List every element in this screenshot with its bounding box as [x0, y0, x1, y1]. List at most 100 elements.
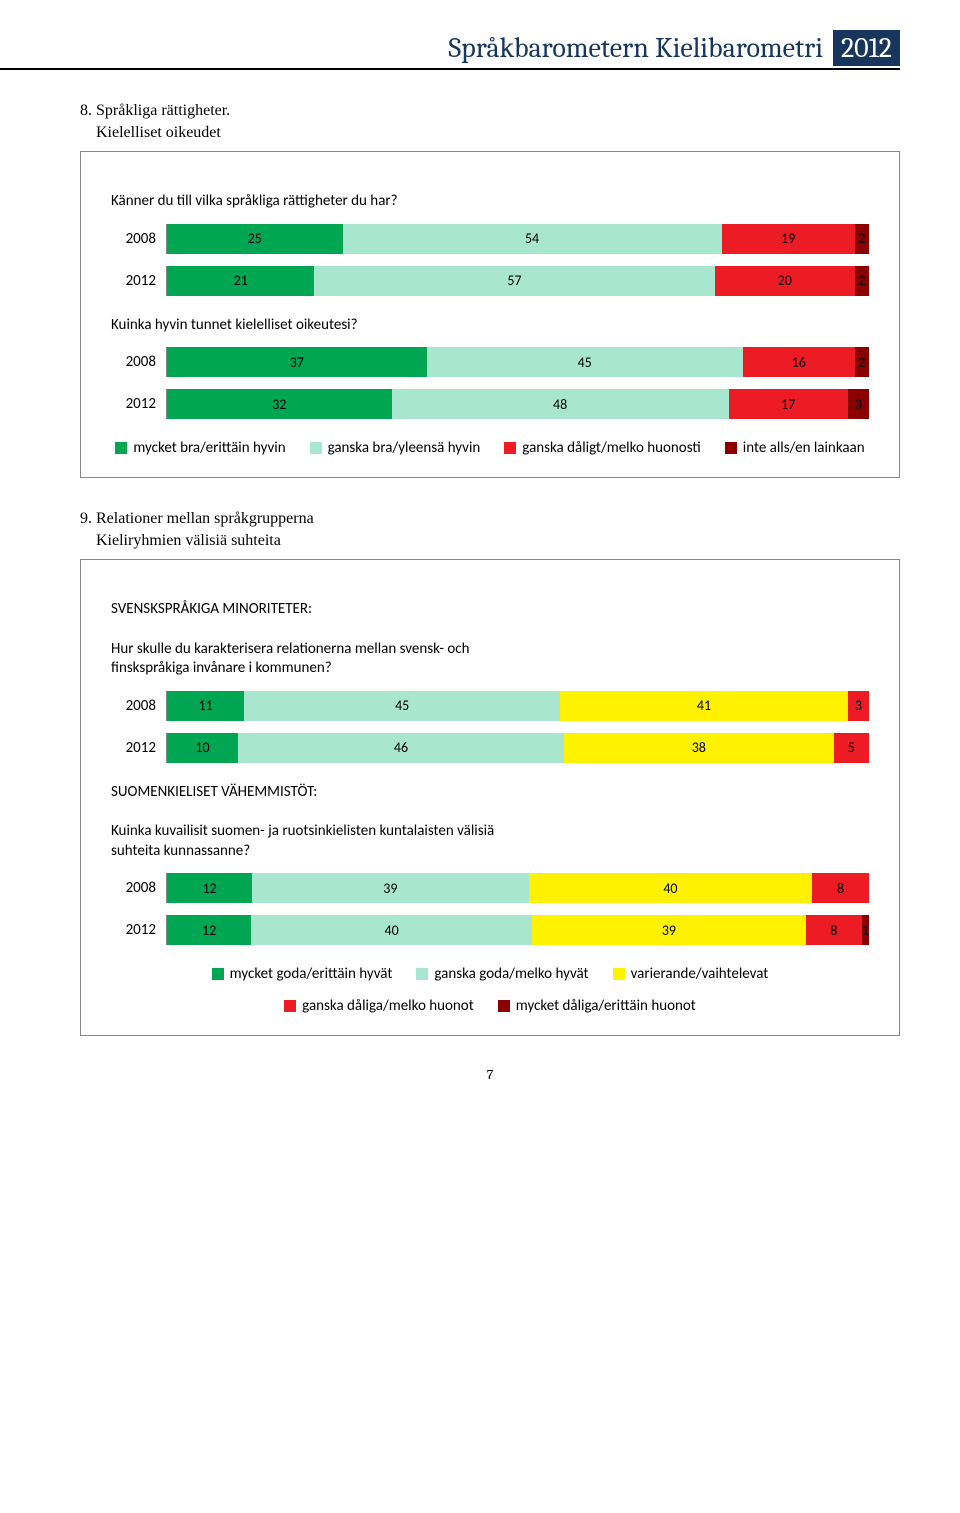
bar-year-label: 2012	[111, 739, 166, 757]
bar-row: 20123248173	[111, 389, 869, 419]
bar-row: 20082554192	[111, 224, 869, 254]
bar-segment: 48	[392, 389, 729, 419]
bar-segment: 16	[743, 347, 855, 377]
bar-segment: 2	[855, 224, 869, 254]
bar-year-label: 2012	[111, 272, 166, 290]
bar-segment: 40	[251, 915, 532, 945]
bar-row: 20081145413	[111, 691, 869, 721]
legend-label: ganska bra/yleensä hyvin	[328, 439, 481, 457]
page-number: 7	[80, 1066, 900, 1083]
section-number: 9.	[80, 510, 92, 527]
chart-2: SVENSKSPRÅKIGA MINORITETER:Hur skulle du…	[80, 559, 900, 1036]
legend-label: mycket dåliga/erittäin huonot	[516, 997, 696, 1015]
legend-swatch	[115, 442, 127, 454]
section-1-title: 8. Språkliga rättigheter. Kielelliset oi…	[80, 100, 900, 143]
legend-swatch	[725, 442, 737, 454]
legend-item: mycket goda/erittäin hyvät	[212, 965, 393, 983]
bar-segment: 25	[167, 224, 343, 254]
header-year: 2012	[833, 30, 900, 66]
bar-track: 1145413	[166, 691, 869, 721]
bar-row: 20083745162	[111, 347, 869, 377]
bar-segment: 46	[238, 733, 564, 763]
page-header: Språkbarometern Kielibarometri 2012	[0, 30, 900, 70]
legend-swatch	[613, 968, 625, 980]
legend-item: varierande/vaihtelevat	[613, 965, 769, 983]
section-2-title: 9. Relationer mellan språkgrupperna Kiel…	[80, 508, 900, 551]
section-title-sv: Språkliga rättigheter.	[96, 102, 230, 119]
bar-track: 12403981	[166, 915, 869, 945]
group-heading: SVENSKSPRÅKIGA MINORITETER:	[111, 600, 511, 620]
bar-segment: 54	[343, 224, 722, 254]
bar-segment: 20	[715, 266, 855, 296]
bar-year-label: 2008	[111, 353, 166, 371]
bar-year-label: 2012	[111, 395, 166, 413]
legend: mycket bra/erittäin hyvin ganska bra/ylee…	[111, 439, 869, 457]
bar-segment: 45	[427, 347, 743, 377]
bar-track: 1239408	[166, 873, 869, 903]
bar-segment: 40	[529, 873, 813, 903]
bar-segment: 17	[729, 389, 848, 419]
bar-segment: 8	[812, 873, 869, 903]
bar-segment: 37	[167, 347, 427, 377]
header-title: Språkbarometern Kielibarometri	[80, 32, 833, 64]
bar-year-label: 2008	[111, 230, 166, 248]
legend-label: ganska dåliga/melko huonot	[302, 997, 474, 1015]
legend-item: ganska dåliga/melko huonot	[284, 997, 474, 1015]
bar-segment: 2	[855, 347, 869, 377]
legend-swatch	[498, 1000, 510, 1012]
bar-segment: 5	[834, 733, 869, 763]
bar-segment: 12	[167, 873, 252, 903]
bar-row: 20121046385	[111, 733, 869, 763]
bar-segment: 11	[167, 691, 244, 721]
legend-label: inte alls/en lainkaan	[743, 439, 865, 457]
legend-swatch	[310, 442, 322, 454]
legend-item: mycket bra/erittäin hyvin	[115, 439, 285, 457]
bar-track: 3248173	[166, 389, 869, 419]
section-number: 8.	[80, 102, 92, 119]
legend-swatch	[284, 1000, 296, 1012]
bar-segment: 45	[244, 691, 560, 721]
bar-year-label: 2008	[111, 697, 166, 715]
legend-item: ganska bra/yleensä hyvin	[310, 439, 481, 457]
bar-segment: 41	[560, 691, 848, 721]
legend-label: ganska dåligt/melko huonosti	[522, 439, 700, 457]
group-label: Kuinka kuvailisit suomen- ja ruotsinkiel…	[111, 822, 511, 861]
bar-row: 20122157202	[111, 266, 869, 296]
bar-segment: 39	[252, 873, 529, 903]
bar-segment: 21	[167, 266, 314, 296]
legend-item: ganska goda/melko hyvät	[416, 965, 588, 983]
section-title-fi: Kieliryhmien välisiä suhteita	[96, 532, 281, 549]
bar-year-label: 2012	[111, 921, 166, 939]
bar-track: 1046385	[166, 733, 869, 763]
bar-track: 2554192	[166, 224, 869, 254]
bar-segment: 3	[848, 389, 869, 419]
bar-segment: 57	[314, 266, 714, 296]
bar-segment: 10	[167, 733, 238, 763]
legend-label: mycket bra/erittäin hyvin	[133, 439, 285, 457]
bar-segment: 3	[848, 691, 869, 721]
chart-1: Känner du till vilka språkliga rättighet…	[80, 151, 900, 478]
bar-track: 2157202	[166, 266, 869, 296]
legend-swatch	[504, 442, 516, 454]
section-title-fi: Kielelliset oikeudet	[96, 124, 221, 141]
bar-track: 3745162	[166, 347, 869, 377]
group-label: Kuinka hyvin tunnet kielelliset oikeutes…	[111, 316, 511, 336]
legend-label: ganska goda/melko hyvät	[434, 965, 588, 983]
bar-row: 201212403981	[111, 915, 869, 945]
bar-segment: 2	[855, 266, 869, 296]
bar-segment: 19	[722, 224, 855, 254]
legend-swatch	[416, 968, 428, 980]
section-title-sv: Relationer mellan språkgrupperna	[96, 510, 314, 527]
legend-item: inte alls/en lainkaan	[725, 439, 865, 457]
group-heading: SUOMENKIELISET VÄHEMMISTÖT:	[111, 783, 511, 803]
bar-segment: 39	[532, 915, 806, 945]
bar-row: 20081239408	[111, 873, 869, 903]
bar-year-label: 2008	[111, 879, 166, 897]
group-label: Känner du till vilka språkliga rättighet…	[111, 192, 511, 212]
legend-label: mycket goda/erittäin hyvät	[230, 965, 393, 983]
legend-item: mycket dåliga/erittäin huonot	[498, 997, 696, 1015]
bar-segment: 38	[564, 733, 833, 763]
legend-swatch	[212, 968, 224, 980]
bar-segment: 1	[862, 915, 869, 945]
legend-item: ganska dåligt/melko huonosti	[504, 439, 700, 457]
